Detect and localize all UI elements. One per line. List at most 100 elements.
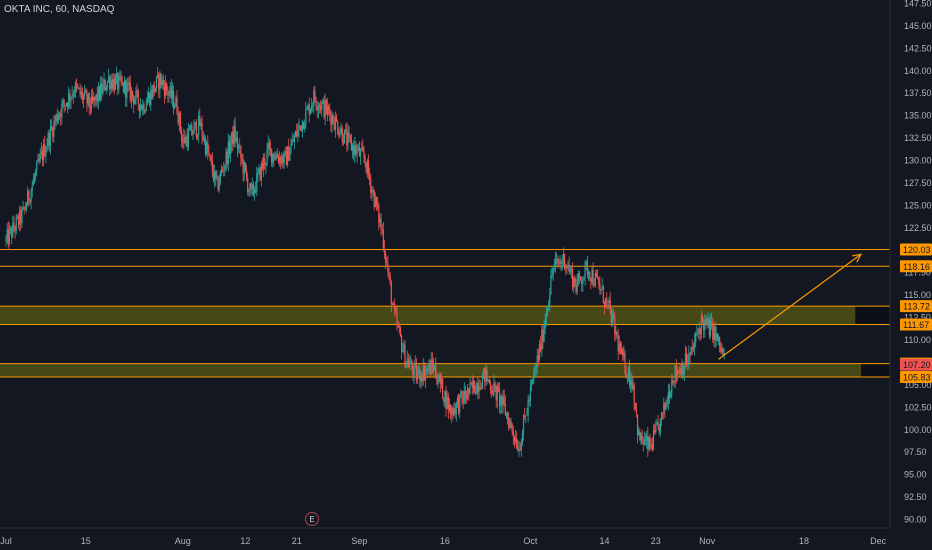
candle [477,382,479,392]
candle [411,360,413,369]
candle [339,132,341,136]
candle [423,365,425,380]
candle [293,136,296,142]
candle [263,158,265,169]
candle [426,368,428,372]
candle [439,375,441,384]
candle [711,321,713,323]
candle [427,368,429,370]
candle [145,105,147,111]
candle [36,161,38,172]
candle [638,431,640,436]
candle [693,341,696,348]
candle [365,162,367,173]
candle [195,122,197,138]
candle [715,333,717,340]
candle [340,128,342,133]
earnings-marker[interactable]: E [305,512,319,526]
candle [264,158,266,166]
candle [52,128,54,137]
candle [310,106,313,109]
current-price-label: 107.20 [903,360,931,370]
candle [342,141,345,144]
candle [266,149,268,163]
candle [410,360,412,364]
candle [212,171,215,180]
candle [660,412,663,419]
candle [627,367,630,377]
candle [485,369,487,382]
candle [122,82,125,92]
candle [138,103,140,112]
candle [272,153,274,163]
candle [135,90,137,100]
candle [585,262,587,264]
candle [569,269,571,273]
candle [249,183,251,191]
candle [577,273,579,283]
candle [646,435,648,441]
candle [649,437,651,448]
candle [471,383,473,388]
candle [708,319,710,336]
candle [286,146,289,166]
candle [62,100,64,105]
candle [369,173,371,180]
candle [215,170,217,178]
candle [383,248,386,254]
candle [533,373,535,379]
candle [594,272,596,286]
candle [595,272,598,277]
candle [405,361,407,368]
y-tick-label: 112.50 [904,313,931,323]
candle [170,86,172,99]
candle [567,264,569,268]
candle [172,90,175,109]
candle [206,142,208,155]
candle [316,106,318,110]
candle [611,314,614,325]
level-price-label-bg [900,300,932,313]
candle [118,76,120,90]
y-tick-label: 135.00 [904,111,932,121]
candle [453,408,455,416]
candle [639,431,641,441]
candle [473,380,476,393]
candle [570,268,573,270]
candle [451,408,453,415]
candle [39,154,41,161]
candle [134,99,136,105]
candle [447,396,449,411]
candle [123,80,126,92]
candle [233,125,235,145]
candle [175,97,177,107]
candle [672,380,674,383]
candle [434,365,436,371]
candle [328,106,330,110]
candle [377,204,379,206]
candle [51,126,53,129]
candle [412,368,414,376]
candle [187,130,189,147]
candle [664,402,666,410]
candle [149,93,151,106]
candle [647,435,649,450]
candle [108,76,110,82]
candle [486,369,488,381]
candle [282,156,284,164]
candle [251,184,253,190]
candle [590,278,592,282]
candle [430,360,432,375]
candle [643,439,645,444]
candle [127,83,129,85]
candle [201,122,203,137]
candle [511,423,513,432]
candle [481,374,484,389]
candle [553,263,555,269]
x-tick-label: 18 [799,536,809,546]
candle [71,94,73,98]
candle [626,376,628,377]
candle [608,300,610,302]
level-price-label-bg [900,260,932,273]
